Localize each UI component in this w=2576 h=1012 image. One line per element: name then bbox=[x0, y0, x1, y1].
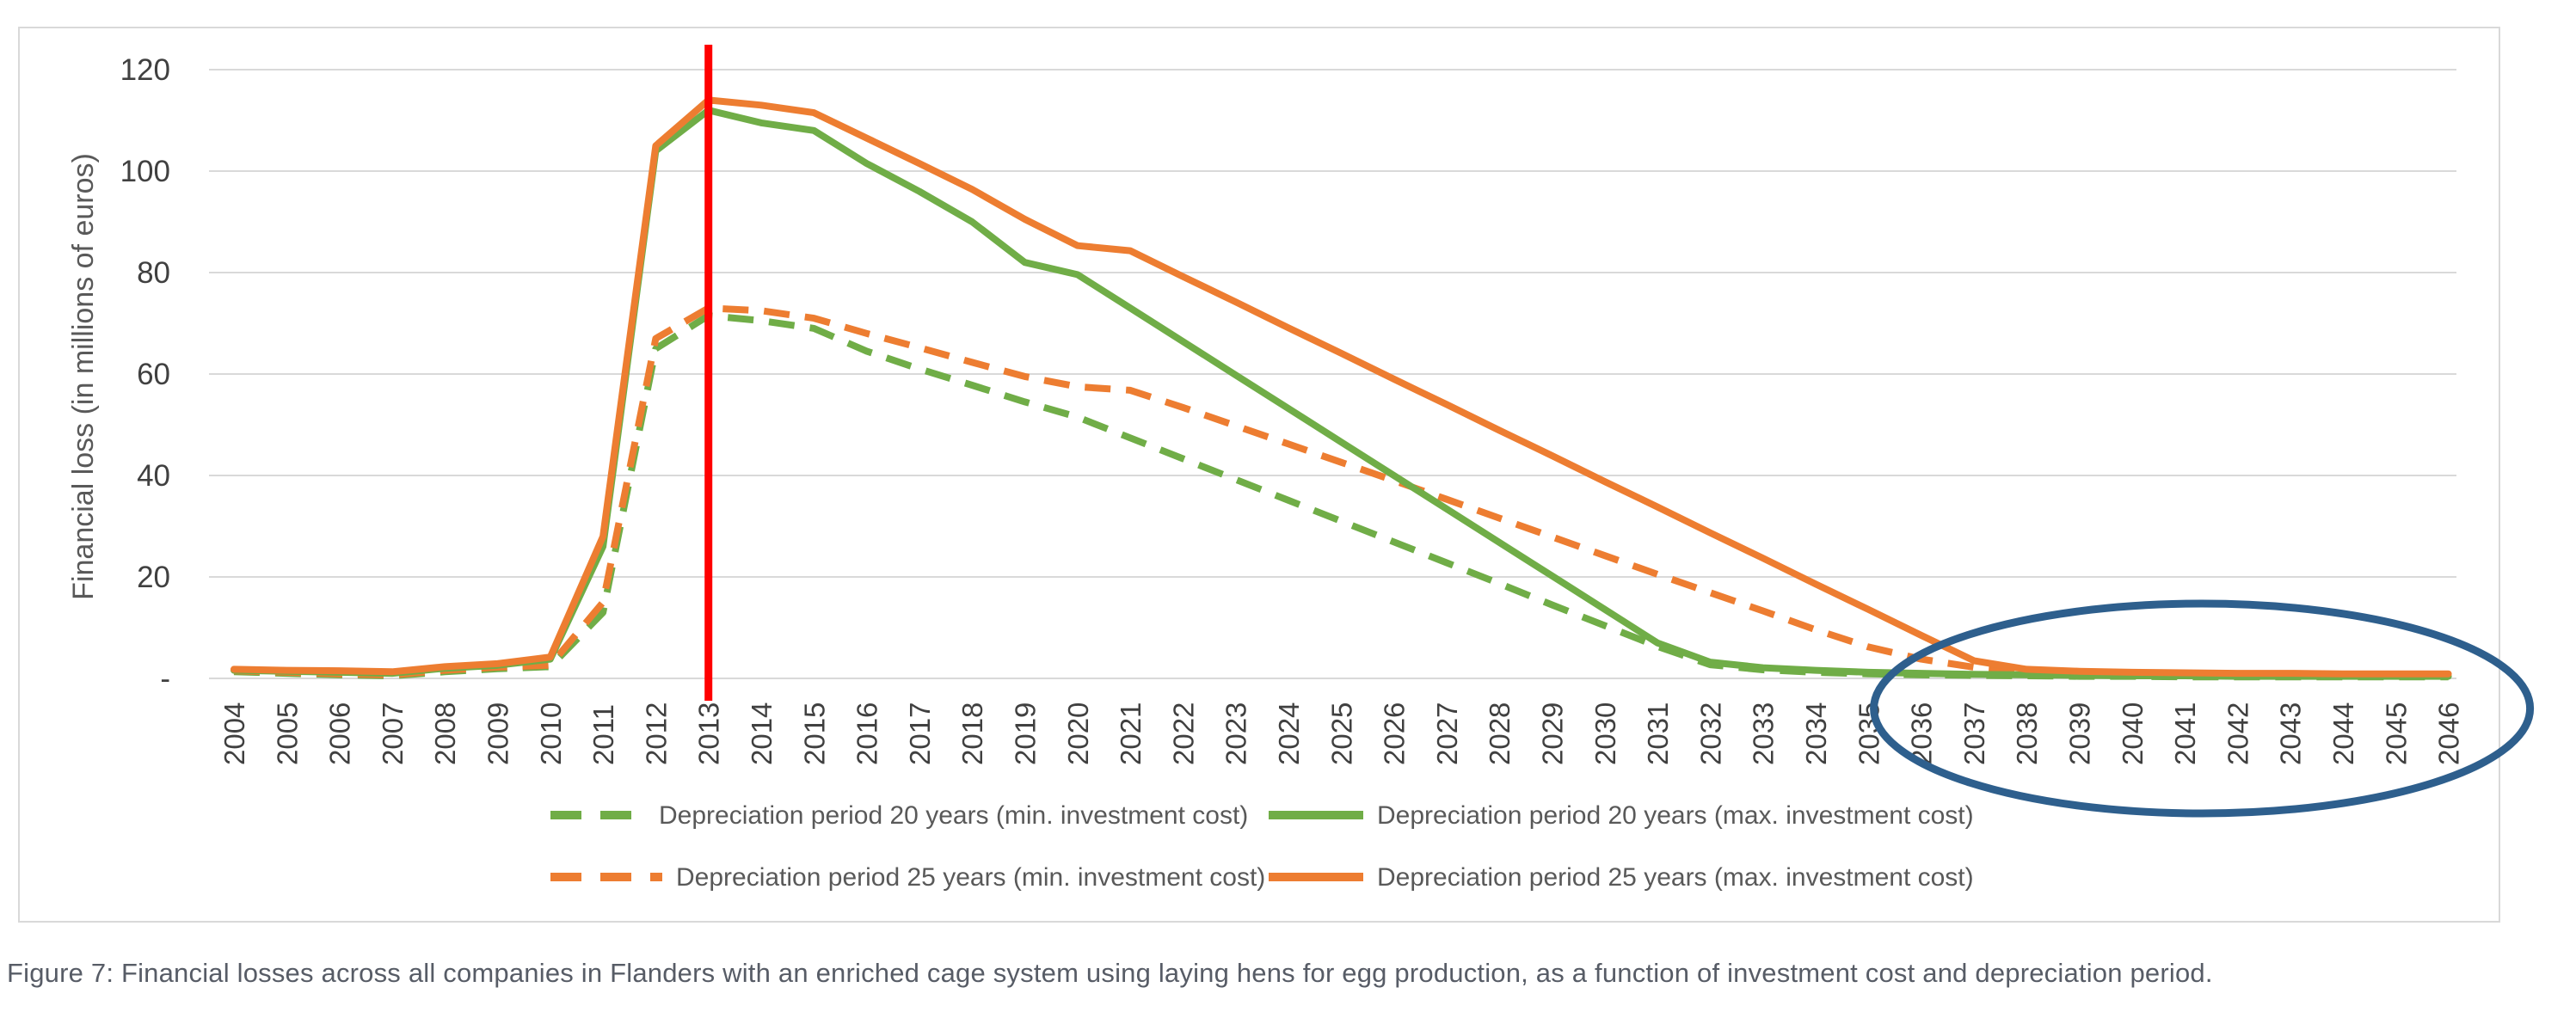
x-tick-label: 2039 bbox=[2064, 702, 2096, 765]
x-tick-label: 2026 bbox=[1379, 702, 1411, 765]
x-tick-label: 2038 bbox=[2011, 702, 2043, 765]
x-tick-label: 2042 bbox=[2222, 702, 2253, 765]
x-tick-label: 2025 bbox=[1325, 702, 1357, 765]
legend-label-max-25y: Depreciation period 25 years (max. inves… bbox=[1377, 863, 1974, 892]
x-tick-label: 2037 bbox=[1958, 702, 1990, 765]
series-line-max-25y bbox=[231, 96, 2452, 678]
x-tick-label: 2021 bbox=[1115, 702, 1147, 765]
highlight-ellipse bbox=[1870, 599, 2535, 818]
y-tick-label: 80 bbox=[137, 256, 170, 290]
x-tick-label: 2018 bbox=[956, 702, 988, 765]
x-tick-label: 2023 bbox=[1220, 702, 1252, 765]
x-tick-label: 2019 bbox=[1010, 702, 1042, 765]
y-tick-label: 40 bbox=[137, 459, 170, 493]
x-tick-label: 2005 bbox=[271, 702, 303, 765]
series-line-max-20y bbox=[231, 107, 2452, 680]
x-tick-label: 2011 bbox=[587, 704, 619, 765]
y-tick-label: 120 bbox=[120, 53, 170, 87]
x-tick-label: 2045 bbox=[2380, 702, 2412, 765]
x-tick-label: 2033 bbox=[1748, 702, 1780, 765]
x-tick-label: 2024 bbox=[1273, 702, 1305, 765]
x-tick-label: 2017 bbox=[904, 702, 936, 765]
x-tick-label: 2004 bbox=[218, 702, 250, 765]
x-tick-label: 2013 bbox=[693, 702, 725, 765]
x-tick-label: 2022 bbox=[1167, 702, 1199, 765]
x-tick-label: 2008 bbox=[429, 702, 461, 765]
x-tick-label: 2043 bbox=[2275, 702, 2307, 765]
legend-label-max-20y: Depreciation period 20 years (max. inves… bbox=[1377, 801, 1974, 830]
x-tick-label: 2012 bbox=[640, 702, 672, 765]
x-tick-label: 2041 bbox=[2169, 702, 2201, 765]
x-tick-label: 2044 bbox=[2327, 702, 2359, 765]
x-tick-label: 2016 bbox=[851, 702, 883, 765]
legend-label-min-25y: Depreciation period 25 years (min. inves… bbox=[676, 863, 1265, 892]
x-tick-label: 2031 bbox=[1642, 702, 1674, 765]
x-tick-label: 2040 bbox=[2117, 702, 2149, 765]
x-tick-label: 2007 bbox=[377, 702, 409, 765]
x-tick-label: 2030 bbox=[1589, 702, 1621, 765]
y-axis-title: Financial loss (in millions of euros) bbox=[67, 153, 100, 600]
x-tick-label: 2010 bbox=[535, 702, 567, 765]
legend-label-min-20y: Depreciation period 20 years (min. inves… bbox=[659, 801, 1248, 830]
y-tick-label: 20 bbox=[137, 561, 170, 594]
y-tick-label: 60 bbox=[137, 358, 170, 391]
x-tick-label: 2014 bbox=[746, 702, 778, 765]
x-tick-label: 2009 bbox=[483, 702, 514, 765]
x-tick-label: 2006 bbox=[324, 702, 356, 765]
y-tick-label: 100 bbox=[120, 155, 170, 188]
figure-caption: Figure 7: Financial losses across all co… bbox=[7, 958, 2213, 988]
y-tick-label: - bbox=[160, 662, 170, 696]
x-tick-label: 2020 bbox=[1062, 702, 1094, 765]
x-tick-label: 2046 bbox=[2433, 702, 2465, 765]
x-tick-label: 2015 bbox=[798, 702, 830, 765]
x-tick-label: 2034 bbox=[1800, 702, 1832, 765]
x-tick-label: 2032 bbox=[1694, 702, 1726, 765]
x-tick-label: 2028 bbox=[1484, 702, 1515, 765]
x-tick-label: 2029 bbox=[1537, 702, 1569, 765]
x-tick-label: 2027 bbox=[1431, 702, 1463, 765]
